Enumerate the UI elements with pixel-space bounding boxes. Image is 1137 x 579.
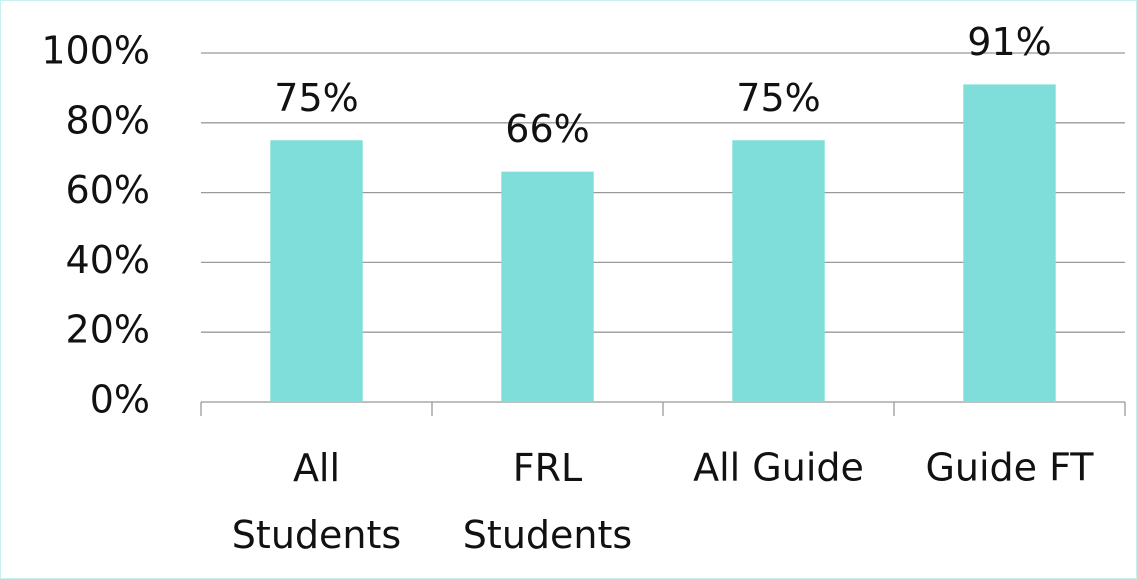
y-tick-label: 60% — [66, 168, 150, 212]
data-label: 75% — [736, 76, 820, 120]
x-tick-label: All Guide — [693, 446, 864, 490]
bar — [963, 84, 1056, 402]
x-tick-label: Guide FT — [925, 446, 1094, 490]
bar — [732, 140, 825, 402]
y-tick-label: 20% — [66, 308, 150, 352]
x-tick-label: FRL Students — [463, 446, 632, 557]
bar — [270, 140, 363, 402]
y-tick-label: 80% — [66, 98, 150, 142]
data-label: 75% — [274, 76, 358, 120]
y-tick-label: 0% — [90, 378, 150, 422]
data-label: 66% — [505, 107, 589, 151]
y-tick-label: 100% — [41, 29, 150, 73]
bar — [501, 171, 594, 402]
y-tick-label: 40% — [66, 238, 150, 282]
x-tick-label: All Students — [232, 446, 401, 557]
data-label: 91% — [967, 20, 1051, 64]
